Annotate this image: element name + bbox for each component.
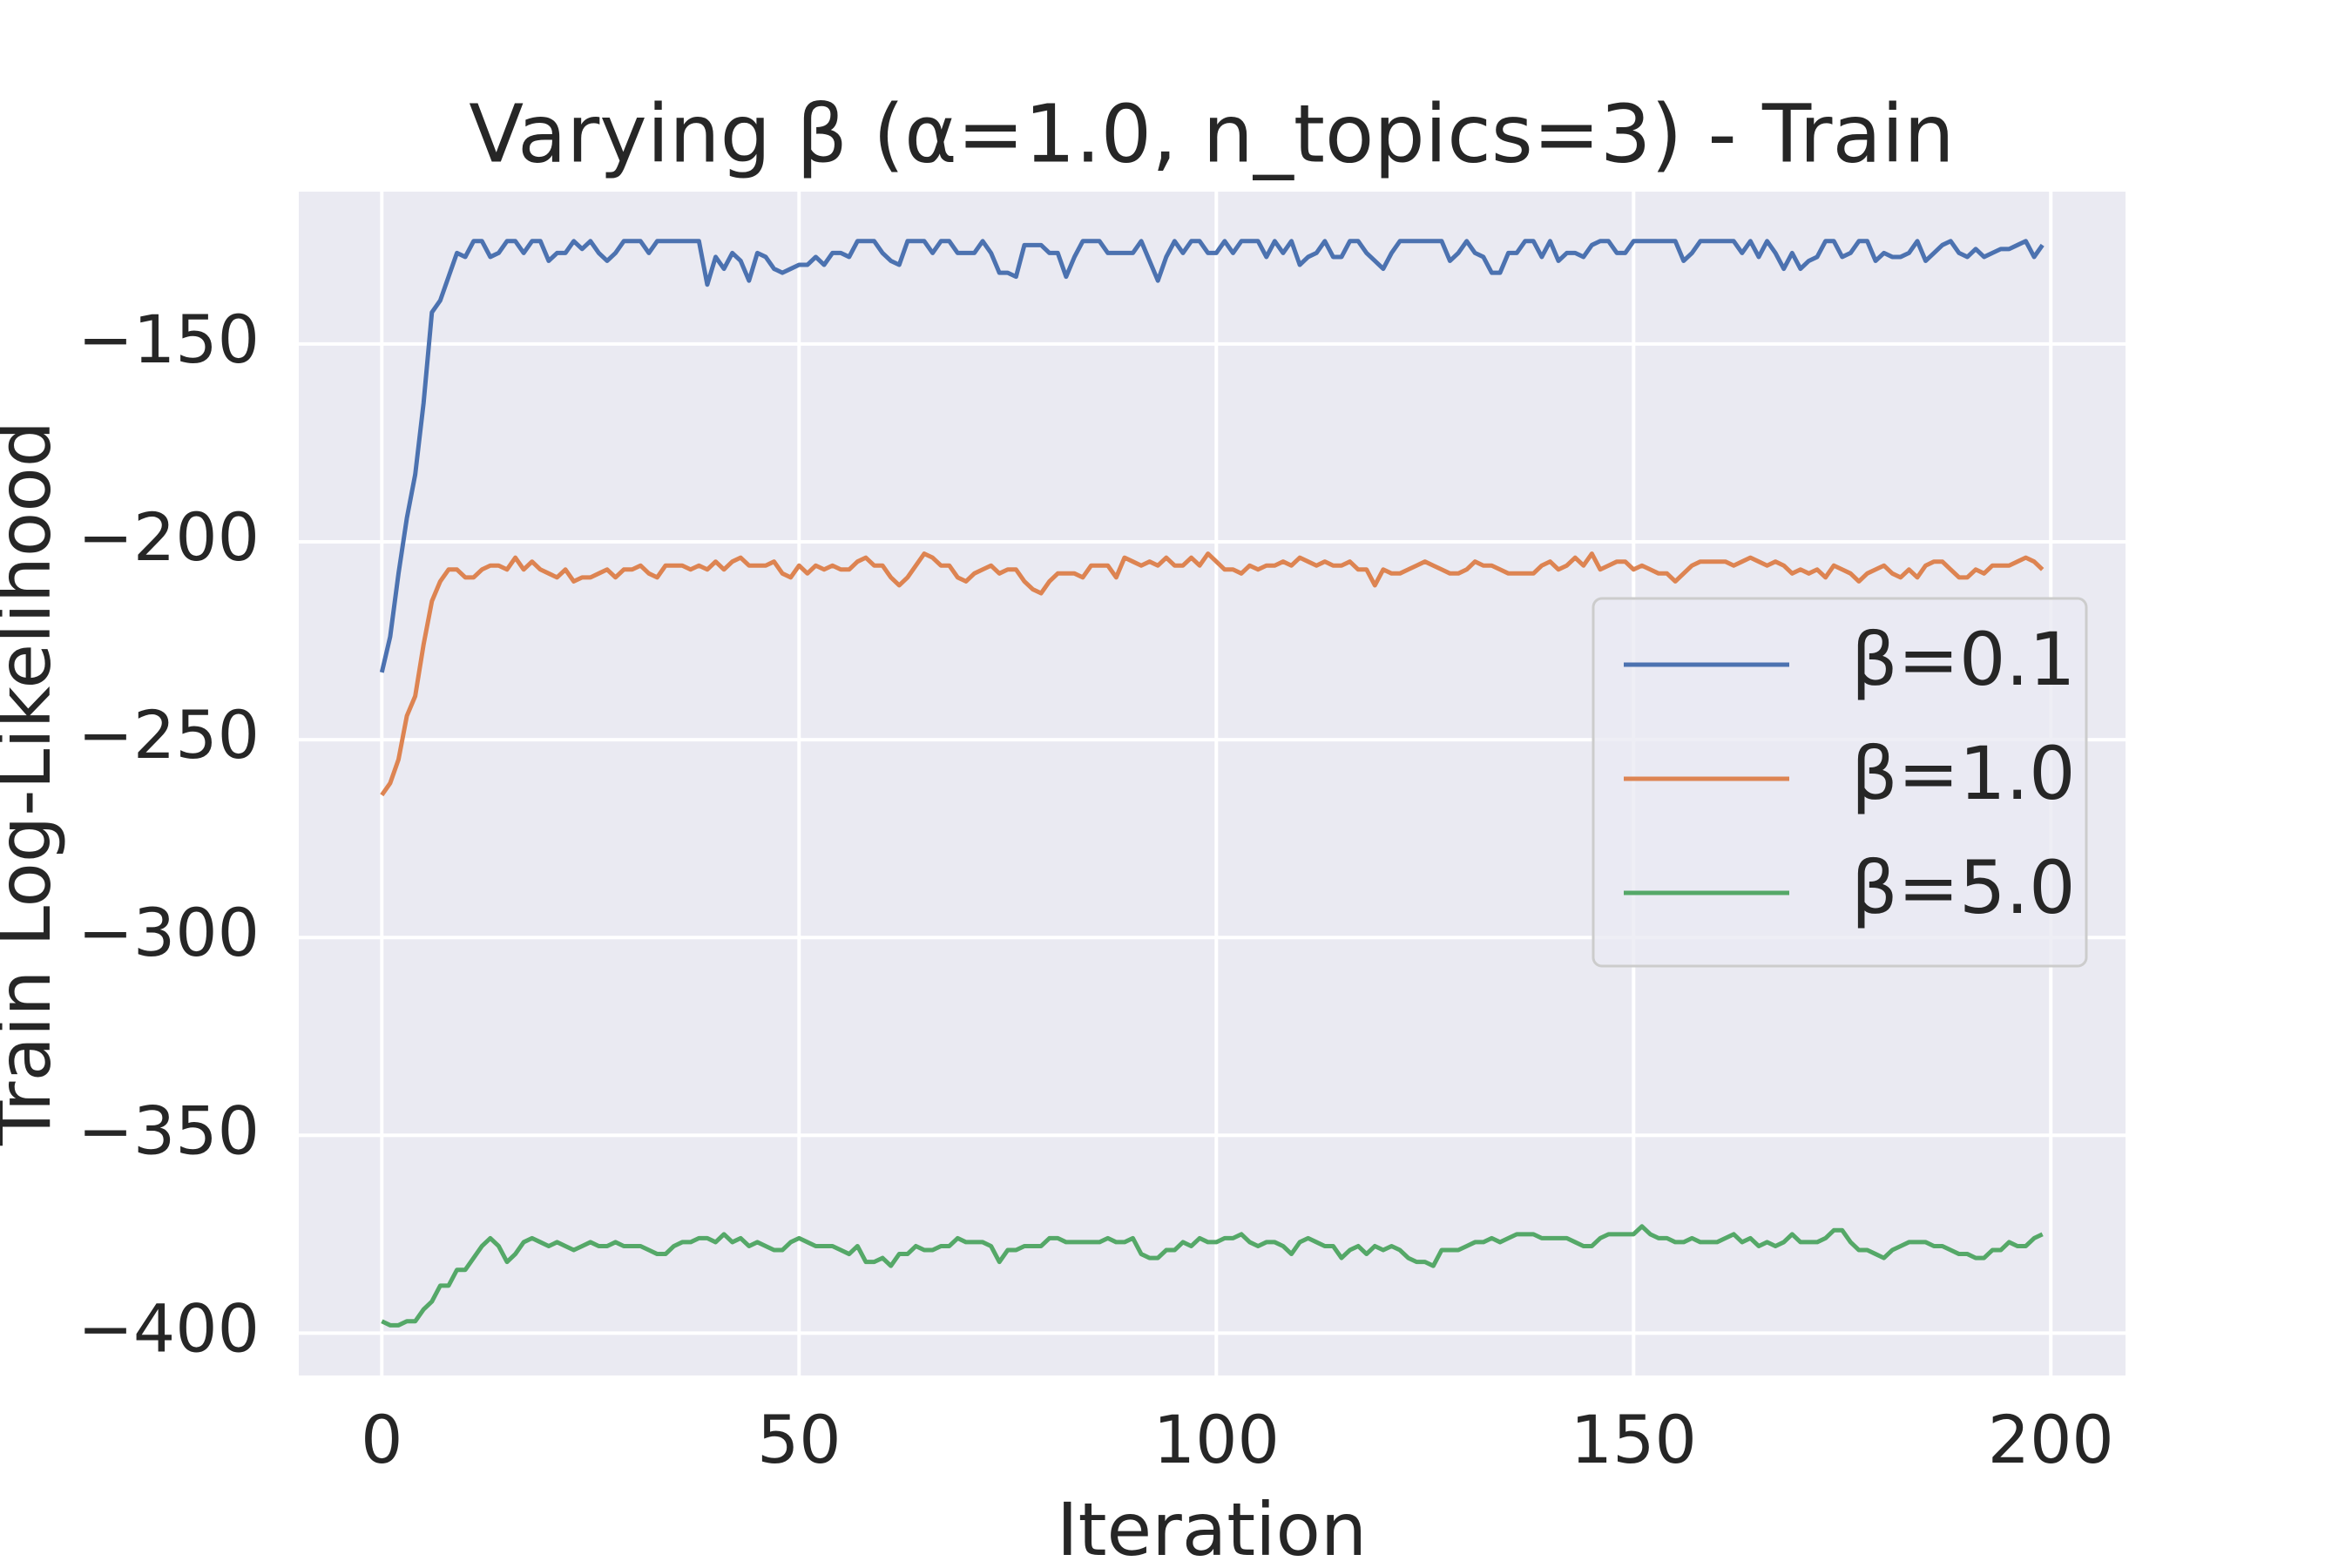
- y-tick-label: −400: [78, 1289, 260, 1367]
- y-tick-label: −250: [78, 696, 260, 774]
- legend: β=0.1 β=1.0 β=5.0: [1592, 597, 2088, 968]
- x-axis-label: Iteration: [1057, 1487, 1367, 1568]
- y-tick-label: −300: [78, 894, 260, 971]
- x-tick-label: 0: [361, 1401, 402, 1478]
- y-tick-label: −200: [78, 498, 260, 576]
- series-line: [380, 551, 2044, 797]
- series-line: [381, 1224, 2044, 1328]
- lines: [379, 239, 2044, 1328]
- grid: [299, 192, 2126, 1375]
- x-tick-label: 50: [757, 1401, 841, 1478]
- chart-title: Varying β (α=1.0, n_topics=3) - Train: [469, 87, 1954, 180]
- legend-label: β=1.0: [1851, 731, 2076, 816]
- y-tick-label: −150: [78, 301, 260, 378]
- x-tick-label: 150: [1571, 1401, 1697, 1478]
- series-line: [379, 239, 2044, 673]
- legend-label: β=0.1: [1851, 617, 2076, 702]
- legend-box: [1592, 597, 2088, 968]
- x-tick-label: 200: [1988, 1401, 2114, 1478]
- x-tick-label: 100: [1153, 1401, 1280, 1478]
- legend-label: β=5.0: [1851, 845, 2076, 930]
- y-tick-label: −350: [78, 1092, 260, 1169]
- y-axis-label: Train Log-Likelihood: [0, 421, 67, 1146]
